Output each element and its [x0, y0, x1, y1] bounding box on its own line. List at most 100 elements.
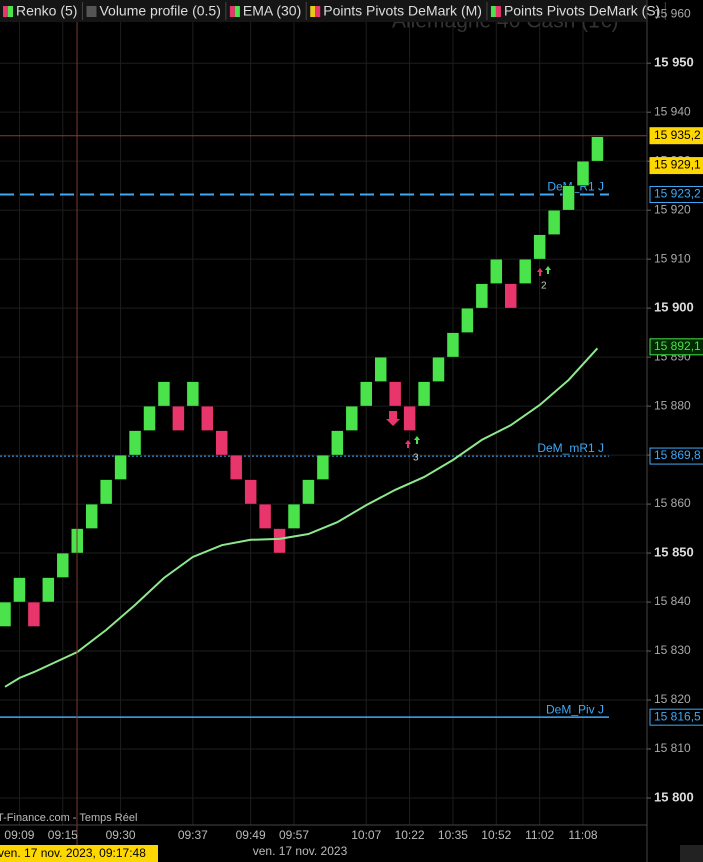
x-tick-label: 10:22	[395, 828, 425, 842]
y-tick-label: 15 800	[654, 789, 694, 804]
x-tick-label: 11:08	[568, 828, 597, 842]
renko-brick	[186, 381, 200, 407]
price-tag	[649, 708, 703, 726]
y-tick-label: 15 860	[654, 496, 691, 510]
signal-arrow	[405, 440, 411, 448]
date-label: ven. 17 nov. 2023	[253, 844, 348, 858]
x-tick-label: 09:37	[178, 828, 208, 842]
renko-brick	[157, 381, 171, 407]
renko-brick	[99, 479, 113, 505]
legend-swatch	[234, 6, 240, 17]
x-tick-label: 11:02	[525, 828, 554, 842]
x-tick-label: 09:49	[236, 828, 266, 842]
x-tick-label: 10:35	[438, 828, 468, 842]
legend-swatch	[91, 6, 97, 17]
renko-brick	[258, 503, 272, 529]
legend-label: Volume profile (0.5)	[99, 3, 220, 19]
renko-brick	[42, 577, 55, 603]
signal-arrow	[537, 268, 543, 276]
renko-brick	[85, 503, 98, 529]
renko-brick	[591, 136, 604, 162]
renko-brick	[504, 283, 517, 309]
renko-brick	[461, 307, 474, 333]
renko-brick	[0, 601, 12, 627]
renko-brick	[114, 454, 127, 480]
legend-swatch	[310, 6, 316, 17]
price-tag	[649, 338, 703, 356]
x-tick-label: 09:30	[106, 828, 136, 842]
renko-brick	[417, 381, 431, 407]
legend-swatch	[86, 6, 92, 17]
legend-swatch	[495, 6, 501, 17]
renko-brick	[128, 430, 142, 456]
plot: DeM_R1 J DeM_mR1 J DeM_Piv J	[0, 135, 647, 718]
y-tick-label: 15 820	[654, 692, 691, 706]
signal-arrow	[414, 436, 420, 444]
renko-brick	[331, 430, 344, 456]
renko-brick	[518, 258, 532, 284]
x-tick-label: 10:52	[481, 828, 511, 842]
signal-label: 2	[541, 281, 547, 292]
scroll-button[interactable]	[680, 845, 703, 862]
legend-bar	[0, 0, 647, 22]
renko-brick	[576, 160, 590, 186]
x-tick-label: 09:09	[4, 828, 34, 842]
signal-arrow	[545, 266, 551, 274]
legend-label: EMA (30)	[243, 3, 301, 19]
legend-swatch	[3, 6, 8, 17]
price-tag	[649, 185, 703, 203]
y-tick-label: 15 950	[654, 55, 694, 70]
renko-brick	[56, 552, 70, 578]
legend-swatch	[8, 6, 13, 17]
renko-brick	[316, 454, 330, 480]
price-tag-label: 15 929,1	[654, 158, 701, 172]
y-tick-label: 15 960	[654, 6, 691, 20]
legend-label: Points Pivots DeMark (M)	[323, 3, 482, 19]
price-tag-label: 15 869,8	[654, 448, 701, 462]
ema-line	[4, 347, 599, 688]
pivot-name: DeM_R1 J	[547, 180, 604, 194]
cursor-time-box	[0, 845, 158, 862]
renko-brick	[201, 405, 214, 431]
price-tag-label: 15 816,5	[654, 709, 701, 723]
price-tag-label: 15 935,2	[654, 128, 701, 142]
renko-brick	[13, 577, 26, 603]
y-tick-label: 15 840	[654, 594, 691, 608]
y-tick-label: 15 900	[654, 300, 694, 315]
y-tick-label: 15 880	[654, 398, 691, 412]
renko-brick	[475, 283, 489, 309]
renko-brick	[287, 503, 301, 529]
y-tick-label: 15 940	[654, 104, 691, 118]
renko-brick	[533, 234, 546, 260]
renko-brick	[345, 405, 359, 431]
renko-brick	[547, 209, 561, 235]
signal-arrow	[386, 411, 400, 426]
y-tick-label: 15 910	[654, 251, 691, 265]
renko-brick	[446, 332, 460, 358]
y-tick-label: 15 920	[654, 202, 691, 216]
y-tick-label: 15 830	[654, 643, 691, 657]
source: T-Finance.com - Temps Réel	[0, 812, 137, 824]
renko-brick	[432, 356, 445, 382]
price-tag	[649, 127, 703, 145]
legend-swatch	[315, 6, 321, 17]
renko-brick	[244, 479, 257, 505]
legend-swatch	[229, 6, 235, 17]
renko-brick	[360, 381, 373, 407]
renko-brick	[388, 381, 402, 407]
legend-swatch	[490, 6, 496, 17]
renko-brick	[229, 454, 243, 480]
pivot-name: DeM_Piv J	[546, 702, 604, 716]
price-tag-label: 15 892,1	[654, 339, 701, 353]
renko-brick	[273, 528, 286, 554]
x-tick-label: 09:15	[48, 828, 78, 842]
renko-brick	[374, 356, 387, 382]
renko-brick	[562, 185, 575, 211]
price-tag	[649, 157, 703, 175]
price-tag-label: 15 923,2	[654, 187, 701, 201]
renko-brick	[27, 601, 41, 627]
legend-label: Renko (5)	[16, 3, 77, 19]
